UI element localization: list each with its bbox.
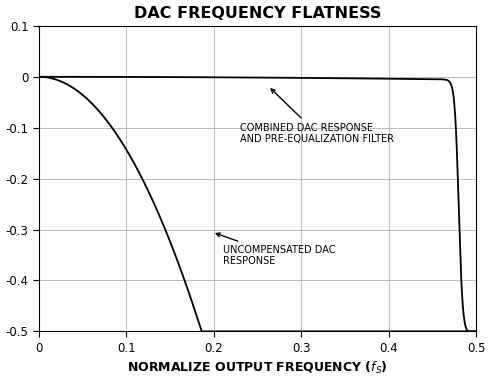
X-axis label: NORMALIZE OUTPUT FREQUENCY ($f_S$): NORMALIZE OUTPUT FREQUENCY ($f_S$)	[127, 360, 388, 376]
Text: COMBINED DAC RESPONSE
AND PRE-EQUALIZATION FILTER: COMBINED DAC RESPONSE AND PRE-EQUALIZATI…	[240, 89, 394, 144]
Text: UNCOMPENSATED DAC
RESPONSE: UNCOMPENSATED DAC RESPONSE	[216, 233, 335, 266]
Title: DAC FREQUENCY FLATNESS: DAC FREQUENCY FLATNESS	[134, 6, 382, 21]
